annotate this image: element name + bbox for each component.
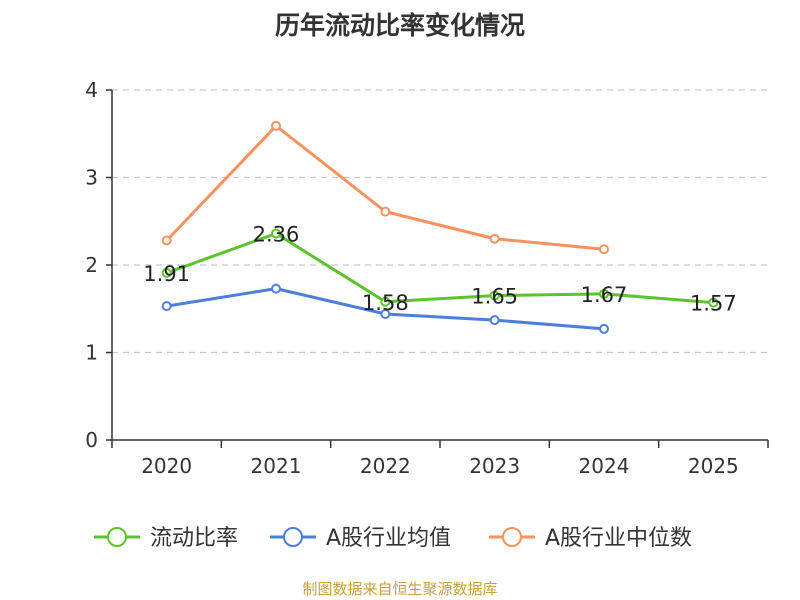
data-label: 1.58 (362, 291, 409, 315)
x-tick-label: 2020 (141, 454, 192, 478)
y-tick-label: 3 (85, 166, 98, 190)
y-tick-label: 1 (85, 341, 98, 365)
data-point (708, 297, 719, 308)
chart-title: 历年流动比率变化情况 (274, 11, 525, 40)
legend-label: A股行业均值 (326, 526, 451, 551)
data-point (380, 309, 391, 319)
source-note: 制图数据来自恒生聚源数据库 (302, 580, 498, 598)
data-point (271, 228, 281, 239)
y-tick-label: 4 (85, 78, 98, 102)
series-line (166, 232, 714, 305)
axis-layer: 0 1 2 3 4 2020 2021 2022 2023 2024 2025 (85, 78, 769, 478)
x-tick-label: 2024 (579, 454, 630, 478)
legend: 流动比率 A股行业均值 A股行业中位数 (94, 526, 692, 551)
legend-marker (283, 527, 303, 547)
data-point (489, 290, 500, 301)
data-point (489, 233, 500, 244)
data-point (380, 206, 391, 217)
series-layer (161, 120, 719, 334)
data-point (161, 235, 172, 246)
data-label: 2.36 (253, 223, 300, 247)
data-point (161, 267, 172, 278)
data-point (599, 244, 609, 255)
data-label: 1.67 (581, 283, 628, 307)
data-label: 1.57 (690, 292, 737, 316)
data-point (599, 288, 609, 299)
data-point (489, 315, 500, 326)
legend-label: A股行业中位数 (545, 526, 692, 551)
data-point (271, 283, 281, 294)
data-point (380, 296, 391, 307)
legend-marker (502, 527, 522, 547)
x-tick-label: 2023 (469, 454, 520, 478)
data-point (599, 323, 609, 334)
y-tick-label: 0 (85, 428, 98, 452)
data-label: 1.91 (143, 262, 190, 286)
x-tick-label: 2025 (688, 454, 739, 478)
data-point (161, 301, 172, 312)
data-label: 1.65 (471, 285, 518, 309)
y-tick-label: 2 (85, 253, 98, 277)
x-tick-label: 2021 (251, 454, 302, 478)
legend-label: 流动比率 (150, 526, 238, 551)
label-layer: 1.91 2.36 1.58 1.65 1.67 1.57 (143, 223, 736, 316)
series-line (165, 124, 605, 251)
data-point (271, 120, 281, 131)
x-tick-label: 2022 (360, 454, 411, 478)
legend-marker (107, 527, 127, 547)
grid-layer (112, 89, 768, 354)
